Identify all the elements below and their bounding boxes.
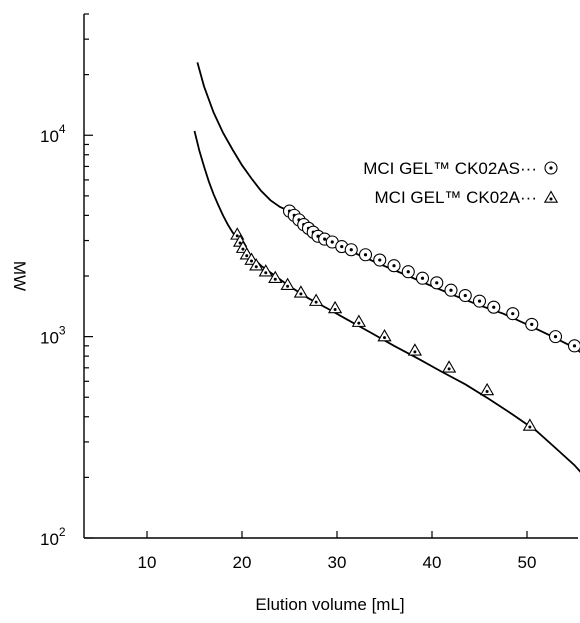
point-ck02a: [268, 270, 283, 283]
point-ck02a: [308, 293, 324, 306]
point-ck02a: [377, 329, 392, 342]
point-ck02a: [280, 277, 295, 290]
point-ck02as: [430, 276, 444, 290]
x-tick-label: 10: [138, 553, 157, 572]
point-ck02as: [415, 271, 430, 285]
point-ck02as: [344, 243, 358, 257]
y-ticks: 102 103 104: [40, 13, 93, 549]
legend-marker-ck02as: [544, 161, 558, 175]
x-tick-label: 50: [518, 553, 537, 572]
x-ticks: 10203040506070: [138, 531, 537, 572]
point-ck02as: [525, 317, 539, 331]
axes: [83, 14, 578, 539]
point-ck02a: [258, 264, 273, 277]
point-ck02as: [444, 283, 458, 297]
point-ck02as: [487, 300, 501, 314]
x-tick-label: 40: [423, 553, 442, 572]
legend-dots-ck02a: ···: [520, 188, 537, 207]
x-axis-title: Elution volume [mL]: [255, 595, 404, 614]
point-ck02a: [249, 258, 264, 271]
point-ck02a: [407, 343, 423, 356]
point-ck02as: [401, 265, 415, 279]
legend-series-name-ck02as: MCI GEL™ CK02AS: [363, 159, 520, 178]
fit-curve-ck02as: [196, 62, 580, 353]
legend-dots-ck02as: ···: [520, 159, 537, 178]
data-points: [230, 204, 580, 431]
legend: MCI GEL™ CK02AS··· MCI GEL™ CK02A···: [363, 159, 559, 207]
fit-curves: [193, 62, 580, 473]
y-tick-label: 103: [40, 324, 66, 348]
point-ck02as: [373, 253, 387, 267]
legend-item-ck02a: MCI GEL™ CK02A···: [375, 188, 559, 207]
point-ck02as: [387, 259, 401, 273]
fit-curve-ck02a: [193, 130, 580, 473]
y-tick-label: 104: [40, 122, 66, 146]
point-ck02a: [479, 382, 495, 396]
y-tick-label: 102: [40, 525, 66, 549]
point-ck02as: [458, 288, 472, 303]
point-ck02as: [358, 248, 373, 262]
point-ck02a: [441, 360, 457, 373]
point-ck02as: [506, 307, 520, 321]
y-axis-title: MW: [10, 261, 29, 291]
legend-item-ck02as: MCI GEL™ CK02AS···: [363, 159, 558, 178]
legend-label-ck02as: MCI GEL™ CK02AS···: [363, 159, 537, 178]
legend-series-name-ck02a: MCI GEL™ CK02A: [375, 188, 521, 207]
point-ck02as: [567, 339, 580, 353]
point-ck02a: [293, 285, 309, 298]
legend-label-ck02a: MCI GEL™ CK02A···: [375, 188, 537, 207]
point-ck02a: [327, 300, 343, 314]
legend-marker-ck02a: [543, 190, 559, 203]
point-ck02a: [522, 418, 537, 431]
x-tick-label: 30: [328, 553, 347, 572]
point-ck02as: [472, 294, 487, 308]
point-ck02a: [351, 314, 366, 327]
x-tick-label: 20: [233, 553, 252, 572]
point-ck02as: [548, 330, 563, 344]
